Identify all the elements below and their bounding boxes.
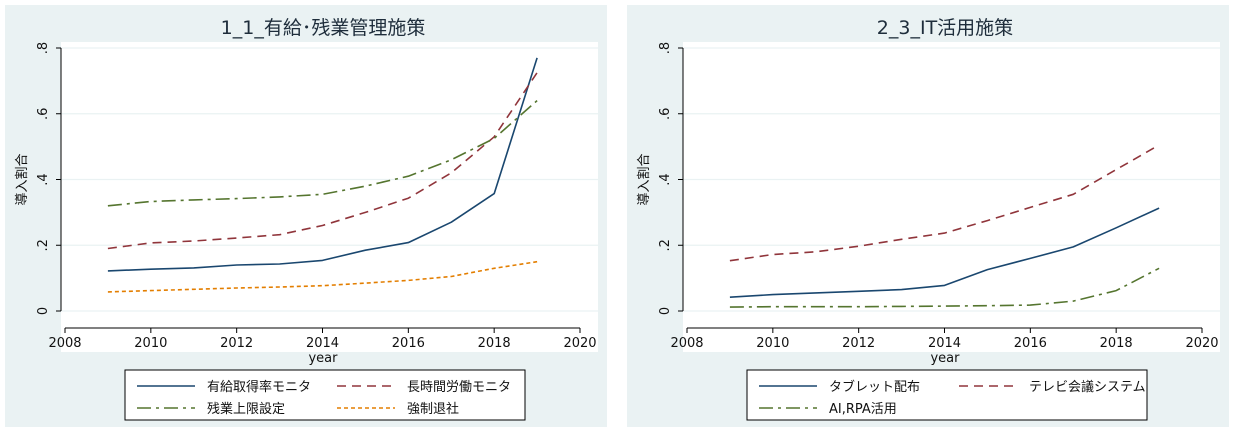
left-y-tick-label-3: .6: [36, 108, 51, 120]
left-x-tick-label-2: 2012: [220, 336, 253, 351]
right-legend-label-1: テレビ会議システム: [1029, 380, 1146, 395]
left-y-tick-label-0: 0: [36, 307, 51, 315]
right-x-axis-label: year: [930, 351, 960, 366]
left-x-tick-label-5: 2018: [478, 336, 511, 351]
chart-panel-left: 0 .2 .4 .6 .8 2008 2010 2012 2014 2016 2018 2020 1_1…: [5, 5, 607, 427]
right-y-tick-label-0: 0: [658, 307, 673, 315]
right-legend-label-2: AI,RPA活用: [829, 402, 897, 417]
right-plot-area: [683, 42, 1220, 352]
right-x-tick-label-1: 2010: [756, 336, 789, 351]
left-y-axis-label: 導入割合: [14, 153, 30, 205]
right-x-tick-label-0: 2008: [670, 336, 703, 351]
chart-right: 0 .2 .4 .6 .8 2008 2010 2012 2014 2016 2018 2020 2_3…: [627, 5, 1229, 427]
left-y-tick-label-1: .2: [36, 239, 51, 251]
left-series-line-3: [107, 260, 538, 293]
left-x-tick-label-6: 2020: [563, 336, 596, 351]
right-y-tick-label-4: .8: [658, 42, 673, 54]
left-plot-area: [61, 42, 598, 352]
right-x-tick-label-2: 2012: [842, 336, 875, 351]
right-x-tick-label-4: 2016: [1014, 336, 1047, 351]
left-x-axis-label: year: [308, 351, 338, 366]
right-legend-label-0: タブレット配布: [829, 379, 920, 395]
right-series-line-0: [729, 207, 1160, 298]
left-legend-label-2: 残業上限設定: [207, 401, 285, 417]
left-legend-label-1: 長時間労働モニタ: [407, 380, 511, 395]
left-legend-label-3: 強制退社: [407, 401, 459, 417]
left-y-tick-label-4: .8: [36, 42, 51, 54]
right-y-tick-label-3: .6: [658, 108, 673, 120]
right-x-tick-label-5: 2018: [1100, 336, 1133, 351]
right-series-line-1: [729, 144, 1160, 262]
right-x-tick-label-6: 2020: [1185, 336, 1218, 351]
right-y-axis-label: 導入割合: [636, 153, 652, 205]
right-series-line-2: [729, 267, 1160, 308]
left-y-tick-label-2: .4: [36, 173, 51, 185]
left-chart-title: 1_1_有給･残業管理施策: [221, 17, 426, 39]
left-x-tick-label-0: 2008: [48, 336, 81, 351]
right-legend: [746, 369, 1148, 421]
chart-left: 0 .2 .4 .6 .8 2008 2010 2012 2014 2016 2018 2020 1_1…: [5, 5, 607, 427]
left-x-tick-label-4: 2016: [392, 336, 425, 351]
right-y-tick-label-2: .4: [658, 173, 673, 185]
right-x-tick-label-3: 2014: [928, 336, 961, 351]
left-x-tick-label-1: 2010: [134, 336, 167, 351]
left-legend-label-0: 有給取得率モニタ: [207, 379, 311, 395]
left-series-line-1: [107, 72, 538, 250]
left-legend: [124, 369, 526, 421]
right-y-tick-label-1: .2: [658, 239, 673, 251]
left-x-tick-label-3: 2014: [306, 336, 339, 351]
left-series-line-0: [107, 57, 538, 272]
left-series-line-2: [107, 99, 538, 207]
chart-panel-right: 0 .2 .4 .6 .8 2008 2010 2012 2014 2016 2018 2020 2_3…: [627, 5, 1229, 427]
right-chart-title: 2_3_IT活用施策: [877, 17, 1013, 39]
